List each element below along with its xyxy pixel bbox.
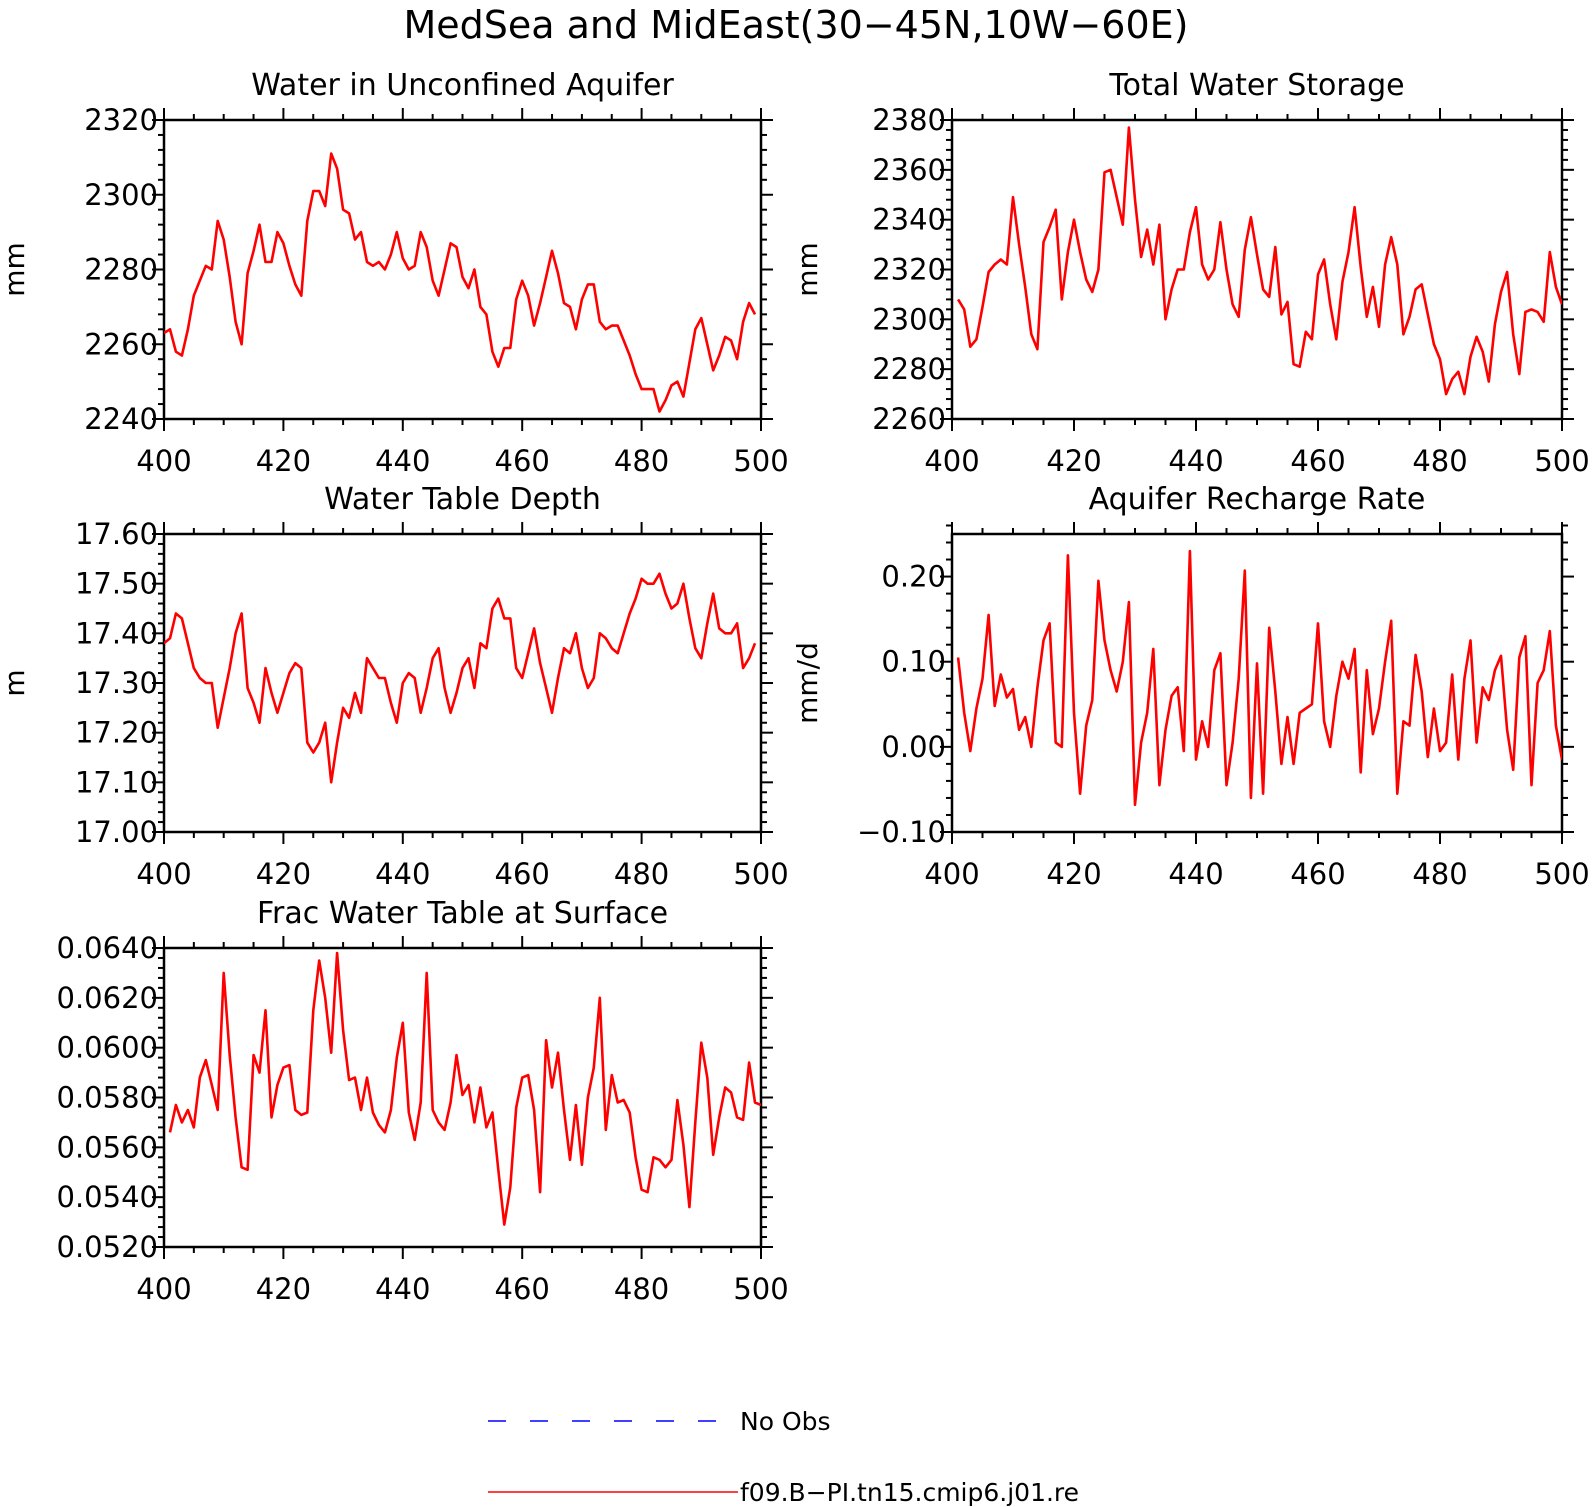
plot-frame bbox=[950, 118, 1564, 421]
panel-4: 400 420 440 460 480 500 0.0520 0.0540 0.0560 0.05… bbox=[57, 896, 789, 1306]
legend-label-no-obs: No Obs bbox=[740, 1407, 831, 1436]
x-tick-label: 500 bbox=[733, 444, 788, 478]
x-tick-label: 460 bbox=[1290, 444, 1345, 478]
x-tick-label: 400 bbox=[924, 857, 979, 891]
y-tick-label: 0.0620 bbox=[57, 981, 158, 1015]
x-tick-label: 420 bbox=[1046, 444, 1101, 478]
panels: 400 420 440 460 480 500 2240 2260 2280 2300 2320 Wa… bbox=[0, 68, 1590, 1306]
y-tick-label: 17.50 bbox=[75, 567, 158, 601]
x-tick-label: 480 bbox=[1412, 444, 1467, 478]
panel-title: Water in Unconfined Aquifer bbox=[251, 68, 674, 103]
y-tick-label: 2340 bbox=[872, 203, 946, 237]
x-tick-label: 500 bbox=[1534, 444, 1589, 478]
x-tick-label: 480 bbox=[614, 1272, 669, 1306]
series-line-0 bbox=[956, 549, 1562, 807]
x-tick-label: 400 bbox=[136, 857, 191, 891]
y-tick-label: 2300 bbox=[84, 178, 158, 212]
y-tick-label: 0.0540 bbox=[57, 1180, 158, 1214]
y-tick-label: 2280 bbox=[84, 253, 158, 287]
x-tick-label: 420 bbox=[256, 857, 311, 891]
x-tick-label: 420 bbox=[256, 444, 311, 478]
y-axis-label: m bbox=[0, 669, 31, 696]
panel-title: Water Table Depth bbox=[324, 482, 601, 517]
y-tick-label: 17.30 bbox=[75, 666, 158, 700]
plot-frame bbox=[162, 946, 763, 1249]
x-tick-label: 400 bbox=[136, 1272, 191, 1306]
panel-title: Aquifer Recharge Rate bbox=[1089, 482, 1426, 517]
y-tick-label: 0.00 bbox=[881, 730, 946, 764]
plot-frame bbox=[162, 532, 763, 834]
x-tick-label: 500 bbox=[733, 1272, 788, 1306]
panel-1: 400 420 440 460 480 500 2260 2280 2300 2320 2340 23… bbox=[791, 68, 1590, 478]
y-axis-label: mm bbox=[791, 242, 824, 297]
x-tick-label: 460 bbox=[1290, 857, 1345, 891]
x-tick-label: 440 bbox=[375, 1272, 430, 1306]
y-tick-label: 2280 bbox=[872, 352, 946, 386]
legend: No Obs f09.B−PI.tn15.cmip6.j01.re bbox=[488, 1407, 1079, 1507]
x-tick-label: 400 bbox=[136, 444, 191, 478]
y-tick-label: 2380 bbox=[872, 103, 946, 137]
panel-title: Frac Water Table at Surface bbox=[257, 896, 668, 931]
y-tick-label: 2260 bbox=[872, 402, 946, 436]
y-tick-label: 2300 bbox=[872, 302, 946, 336]
y-tick-label: 17.10 bbox=[75, 765, 158, 799]
x-tick-label: 460 bbox=[495, 1272, 550, 1306]
x-tick-label: 500 bbox=[1534, 857, 1589, 891]
x-tick-label: 500 bbox=[733, 857, 788, 891]
panel-title: Total Water Storage bbox=[1108, 68, 1404, 103]
panel-0: 400 420 440 460 480 500 2240 2260 2280 2300 2320 Wa… bbox=[0, 68, 789, 478]
y-tick-label: 17.20 bbox=[75, 716, 158, 750]
series-line-0 bbox=[956, 126, 1562, 396]
x-tick-label: 480 bbox=[614, 857, 669, 891]
x-tick-label: 420 bbox=[1046, 857, 1101, 891]
panel-3: 400 420 440 460 480 500 −0.10 0.00 0.10 0.20 Aquif… bbox=[791, 482, 1590, 891]
y-tick-label: 17.40 bbox=[75, 616, 158, 650]
y-tick-label: 0.0640 bbox=[57, 931, 158, 965]
y-tick-label: 0.20 bbox=[881, 560, 946, 594]
plot-frame bbox=[162, 118, 763, 421]
y-tick-label: 0.0520 bbox=[57, 1230, 158, 1264]
series-line-0 bbox=[168, 951, 761, 1226]
y-axis-label: mm/d bbox=[791, 642, 824, 724]
y-tick-label: 2260 bbox=[84, 327, 158, 361]
x-tick-label: 460 bbox=[495, 857, 550, 891]
x-tick-label: 480 bbox=[614, 444, 669, 478]
x-tick-label: 400 bbox=[924, 444, 979, 478]
main-title: MedSea and MidEast(30−45N,10W−60E) bbox=[403, 3, 1188, 47]
y-tick-label: −0.10 bbox=[857, 815, 946, 849]
y-tick-label: 2360 bbox=[872, 153, 946, 187]
y-tick-label: 2320 bbox=[84, 103, 158, 137]
y-axis-label: mm bbox=[0, 242, 31, 297]
panel-2: 400 420 440 460 480 500 17.00 17.10 17.20 17.30 17… bbox=[0, 482, 789, 891]
y-tick-label: 2320 bbox=[872, 253, 946, 287]
x-tick-label: 440 bbox=[375, 857, 430, 891]
y-tick-label: 0.0580 bbox=[57, 1081, 158, 1115]
x-tick-label: 440 bbox=[375, 444, 430, 478]
x-tick-label: 480 bbox=[1412, 857, 1467, 891]
y-tick-label: 0.0600 bbox=[57, 1031, 158, 1065]
series-line-0 bbox=[164, 572, 757, 784]
legend-label-model: f09.B−PI.tn15.cmip6.j01.re bbox=[740, 1478, 1079, 1507]
x-tick-label: 440 bbox=[1168, 444, 1223, 478]
y-tick-label: 17.60 bbox=[75, 517, 158, 551]
y-tick-label: 2240 bbox=[84, 402, 158, 436]
x-tick-label: 460 bbox=[495, 444, 550, 478]
y-tick-label: 17.00 bbox=[75, 815, 158, 849]
y-tick-label: 0.10 bbox=[881, 645, 946, 679]
y-tick-label: 0.0560 bbox=[57, 1130, 158, 1164]
x-tick-label: 440 bbox=[1168, 857, 1223, 891]
x-tick-label: 420 bbox=[256, 1272, 311, 1306]
series-line-0 bbox=[164, 152, 757, 413]
